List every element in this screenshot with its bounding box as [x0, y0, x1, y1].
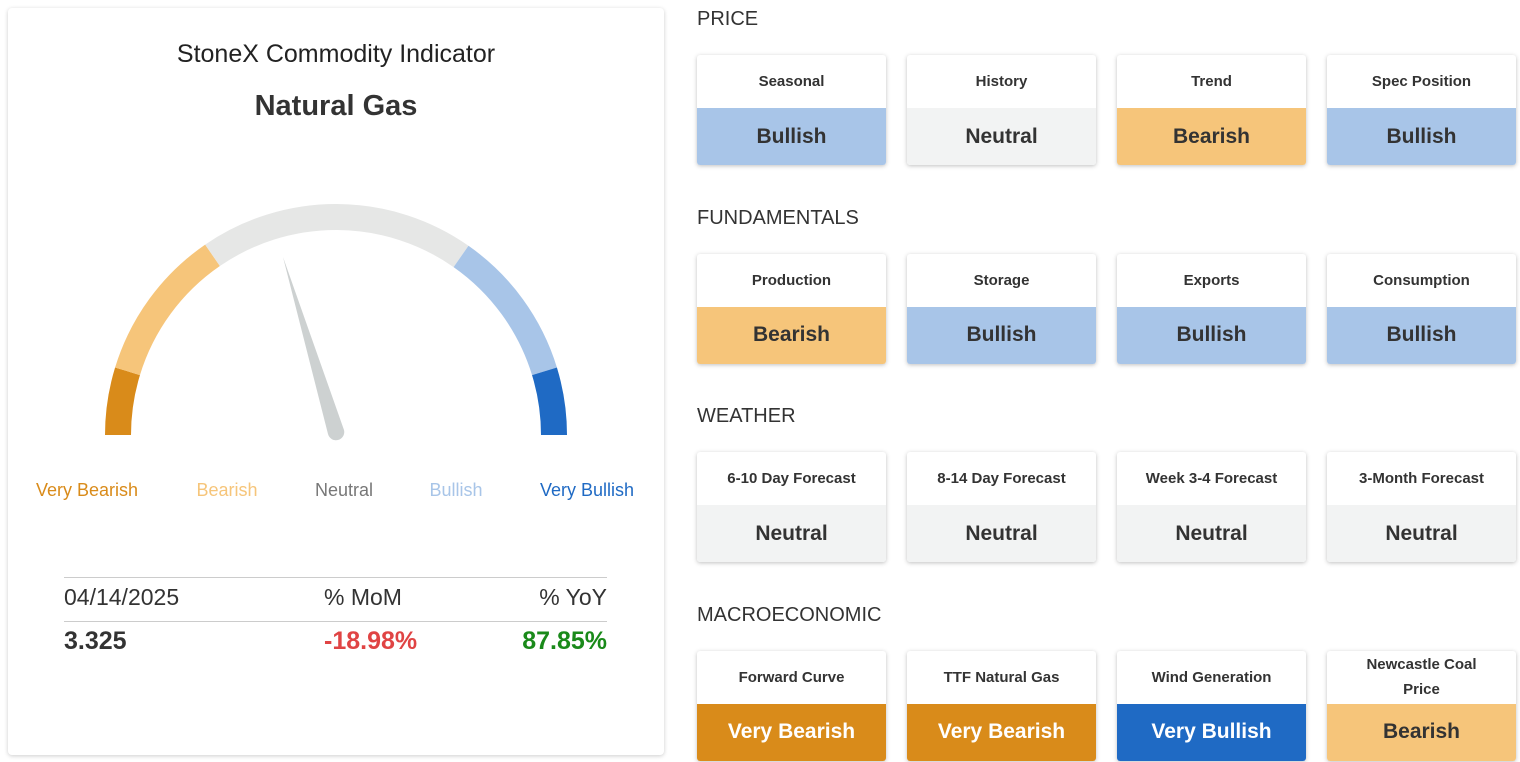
legend-label: Neutral — [314, 480, 374, 500]
signal-card: History Neutral — [907, 55, 1096, 165]
section-title: MACROECONOMIC — [697, 603, 882, 626]
legend-label: Very Bearish — [35, 480, 139, 500]
card-signal: Very Bearish — [907, 703, 1096, 761]
gauge — [105, 204, 567, 441]
divider — [64, 577, 607, 578]
summary-header: % MoM — [324, 584, 402, 610]
card-signal: Neutral — [697, 505, 886, 562]
summary-header: % YoY — [539, 584, 607, 610]
legend-label: Very Bullish — [539, 480, 635, 500]
card-label: 8-14 Day Forecast — [937, 470, 1066, 487]
card-signal: Bullish — [697, 108, 886, 165]
signal-card: Trend Bearish — [1117, 55, 1306, 165]
card-signal: Very Bullish — [1117, 703, 1306, 761]
section-title: FUNDAMENTALS — [697, 206, 859, 229]
gauge-arc — [531, 367, 567, 436]
signal-card: Forward Curve Very Bearish — [697, 650, 886, 761]
signal-card: Seasonal Bullish — [697, 55, 886, 165]
gauge-arc — [105, 367, 141, 436]
card-label: Week 3-4 Forecast — [1145, 470, 1278, 487]
signal-card: Storage Bullish — [907, 253, 1096, 364]
signal-card: TTF Natural Gas Very Bearish — [907, 650, 1096, 761]
summary-value: -18.98% — [324, 627, 418, 655]
section-title: PRICE — [697, 8, 759, 30]
card-label: Trend — [1191, 73, 1232, 90]
signal-card: Production Bearish — [697, 253, 886, 364]
summary-header: 04/14/2025 — [64, 584, 180, 610]
gauge-needle — [283, 257, 345, 441]
card-label: 6-10 Day Forecast — [727, 470, 856, 487]
card-label: Consumption — [1373, 271, 1470, 289]
card-label: 3-Month Forecast — [1358, 470, 1484, 487]
card-label: Wind Generation — [1151, 668, 1272, 686]
card-label: TTF Natural Gas — [943, 668, 1060, 686]
signal-card: Wind Generation Very Bullish — [1117, 650, 1306, 761]
card-signal: Neutral — [1117, 505, 1306, 562]
legend-label: Bullish — [429, 480, 483, 500]
indicator-panel: StoneX Commodity Indicator Natural Gas V… — [8, 8, 664, 755]
legend-label: Bearish — [196, 480, 258, 500]
gauge-arc — [205, 204, 469, 268]
gauge-arc — [453, 245, 557, 376]
card-signal: Bearish — [1117, 108, 1306, 165]
signal-card: Newcastle Coal Price Bearish — [1327, 650, 1516, 761]
gauge-arc — [115, 244, 221, 376]
signal-card: Spec Position Bullish — [1327, 55, 1516, 165]
card-signal: Neutral — [907, 505, 1096, 562]
summary-value: 87.85% — [522, 627, 607, 655]
panel-title: StoneX Commodity Indicator — [176, 40, 496, 68]
commodity-name: Natural Gas — [254, 90, 418, 122]
divider — [64, 621, 607, 622]
card-signal: Neutral — [907, 108, 1096, 165]
signal-card: 8-14 Day Forecast Neutral — [907, 452, 1096, 562]
card-signal: Neutral — [1327, 505, 1516, 562]
signal-card: 3-Month Forecast Neutral — [1327, 452, 1516, 562]
card-label: Newcastle Coal Price — [1366, 656, 1477, 698]
card-label: History — [975, 73, 1028, 90]
section-title: WEATHER — [697, 405, 796, 427]
card-signal: Bearish — [697, 306, 886, 364]
card-label: Spec Position — [1371, 73, 1472, 90]
card-signal: Bullish — [1117, 306, 1306, 364]
signal-card: Consumption Bullish — [1327, 253, 1516, 364]
card-label: Forward Curve — [738, 668, 845, 686]
card-label: Storage — [973, 271, 1030, 289]
card-signal: Bullish — [1327, 108, 1516, 165]
card-label: Seasonal — [758, 73, 825, 90]
summary-value: 3.325 — [64, 627, 127, 655]
card-label: Production — [751, 271, 832, 289]
card-signal: Very Bearish — [697, 703, 886, 761]
card-signal: Bullish — [1327, 306, 1516, 364]
card-label: Exports — [1183, 271, 1240, 289]
signal-card: 6-10 Day Forecast Neutral — [697, 452, 886, 562]
card-signal: Bearish — [1327, 703, 1516, 761]
signal-card: Exports Bullish — [1117, 253, 1306, 364]
card-signal: Bullish — [907, 306, 1096, 364]
signal-card: Week 3-4 Forecast Neutral — [1117, 452, 1306, 562]
